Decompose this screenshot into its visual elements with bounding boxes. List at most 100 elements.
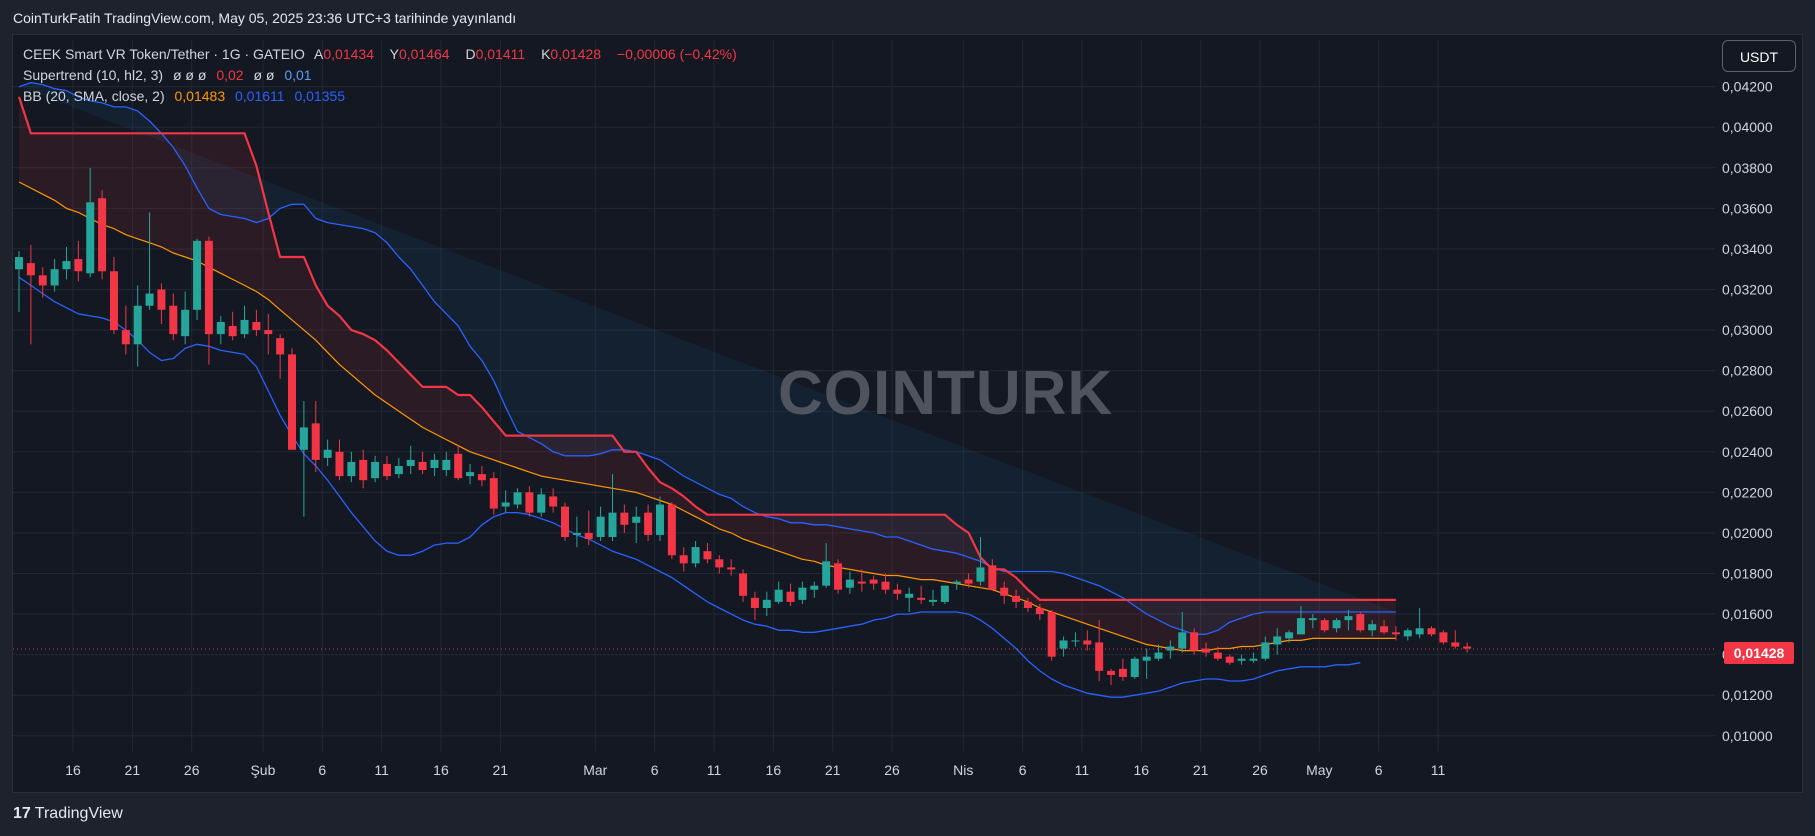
candle [1095, 620, 1104, 682]
candle [1368, 620, 1377, 637]
bb-label: BB (20, SMA, close, 2) [23, 88, 165, 104]
last-price-tag: 0,01428 [1724, 642, 1794, 664]
candle [608, 474, 617, 542]
candle-body [976, 567, 985, 582]
candle-body [1107, 670, 1116, 675]
x-tick-label: 26 [884, 762, 900, 778]
candle-body [228, 326, 237, 337]
candle [382, 455, 391, 481]
candle-body [739, 573, 748, 596]
legend-bb[interactable]: BB (20, SMA, close, 2) 0,01483 0,01611 0… [23, 88, 351, 104]
candle [74, 240, 83, 282]
high-value: 0,01464 [398, 46, 450, 62]
candle-body [561, 506, 570, 537]
x-tick-label: 26 [184, 762, 200, 778]
candle [834, 559, 843, 594]
candle-body [1249, 658, 1258, 661]
candle-body [1166, 646, 1175, 651]
candle [1356, 612, 1365, 633]
candle [204, 236, 213, 365]
candle [774, 581, 783, 604]
candle [86, 167, 95, 278]
candle-body [323, 449, 332, 458]
chart-pane[interactable] [12, 34, 1803, 793]
candle [786, 583, 795, 606]
candle [1344, 610, 1353, 631]
candle-body [204, 240, 213, 335]
candle [1190, 628, 1199, 655]
candle [881, 573, 890, 594]
candle [549, 488, 558, 513]
candle-body [1261, 642, 1270, 659]
publish-header: CoinTurkFatih TradingView.com, May 05, 2… [0, 0, 1815, 34]
x-tick-label: 6 [318, 762, 326, 778]
candle-body [1344, 616, 1353, 621]
candle [952, 579, 961, 590]
candle [798, 581, 807, 604]
x-tick-label: 16 [433, 762, 449, 778]
candle [537, 488, 546, 517]
candle-body [1012, 595, 1021, 602]
candle [893, 583, 902, 600]
candle-body [193, 240, 202, 310]
candle [561, 502, 570, 542]
candle [964, 573, 973, 588]
candle-body [276, 338, 285, 355]
legend-supertrend[interactable]: Supertrend (10, hl2, 3) ø ø ø 0,02 ø ø 0… [23, 67, 318, 83]
candle-body [727, 567, 736, 570]
candle-body [145, 293, 154, 306]
tradingview-logo[interactable]: 17 TradingView [13, 805, 123, 823]
candle-body [1202, 648, 1210, 653]
supertrend-up-value: 0,02 [216, 67, 244, 83]
candle-body [1130, 658, 1139, 677]
candle-body [928, 599, 937, 602]
candle [347, 451, 356, 483]
candle-body [845, 579, 854, 588]
currency-button[interactable]: USDT [1722, 40, 1796, 72]
candle [157, 283, 166, 324]
y-tick-label: 0,01800 [1722, 565, 1773, 581]
candle-body [750, 597, 759, 608]
candle [466, 463, 475, 485]
x-tick-label: 26 [1252, 762, 1268, 778]
candle [15, 250, 23, 312]
candle [1285, 630, 1294, 643]
y-tick-label: 0,02400 [1722, 444, 1773, 460]
candle-body [691, 547, 700, 564]
y-tick-label: 0,02600 [1722, 403, 1773, 419]
candle-body [74, 259, 83, 272]
symbol-name[interactable]: CEEK Smart VR Token/Tether · 1G · GATEIO [23, 46, 305, 62]
candle-body [1403, 630, 1412, 637]
candle [513, 488, 522, 509]
candle-body [1285, 632, 1294, 639]
x-tick-label: 6 [651, 762, 659, 778]
candle-body [1178, 632, 1187, 649]
candle-body [917, 597, 926, 600]
candle-body [288, 354, 297, 450]
supertrend-label: Supertrend (10, hl2, 3) [23, 67, 164, 83]
candle [1023, 597, 1032, 613]
candle-body [620, 512, 629, 525]
candle-body [549, 496, 558, 507]
candle [679, 547, 688, 572]
low-value: 0,01411 [475, 46, 526, 62]
candle [1047, 610, 1056, 661]
candle [691, 541, 700, 568]
candle [1439, 630, 1448, 645]
candle [359, 449, 368, 489]
candle [145, 212, 154, 310]
candle [1107, 668, 1116, 686]
candle-body [703, 551, 712, 560]
candle-body [299, 427, 308, 450]
candle [169, 293, 178, 341]
x-tick-label: 6 [1019, 762, 1027, 778]
candle-body [857, 581, 866, 584]
candle [371, 455, 380, 483]
candle-body [1059, 640, 1068, 649]
candle-body [869, 579, 878, 584]
candle-body [466, 472, 475, 477]
candle [288, 348, 297, 450]
y-tick-label: 0,04200 [1722, 79, 1773, 95]
candle [442, 451, 451, 477]
